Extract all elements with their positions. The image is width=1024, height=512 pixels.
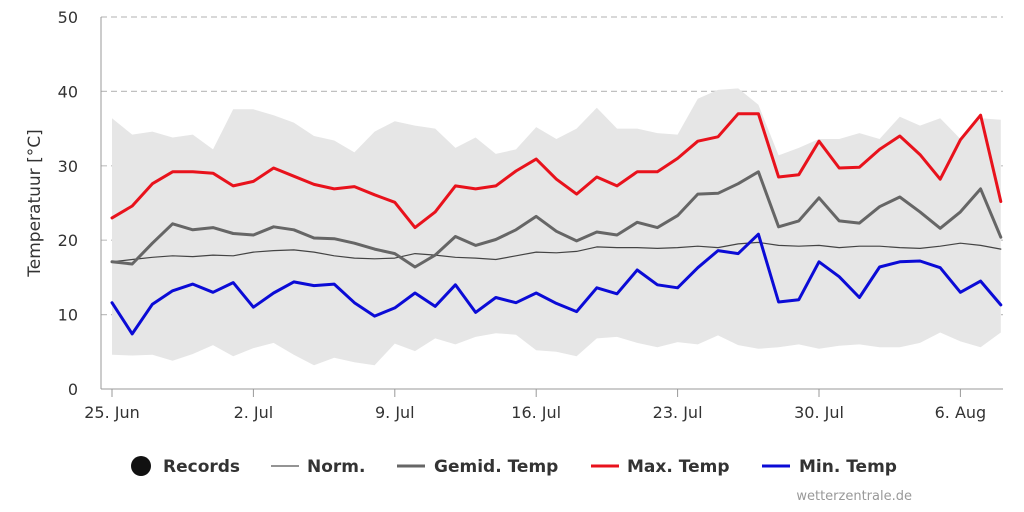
legend: Records Norm. Gemid. Temp Max. Temp Min. Tem… (131, 456, 897, 477)
legend-item-norm[interactable]: Norm. (271, 457, 365, 477)
x-tick-label: 23. Jul (653, 403, 703, 422)
series-line-gemid-temp (110, 170, 1003, 269)
series-line-norm (111, 241, 1002, 263)
legend-label: Min. Temp (799, 457, 897, 477)
legend-label: Max. Temp (627, 457, 729, 477)
y-tick-label: 0 (68, 380, 78, 399)
series-lines (110, 112, 1003, 336)
y-tick-label: 10 (58, 306, 78, 325)
records-band (112, 88, 1001, 366)
x-tick-label: 2. Jul (234, 403, 274, 422)
legend-label: Records (163, 457, 240, 477)
x-tick-label: 25. Jun (84, 403, 140, 422)
x-tick-label: 9. Jul (375, 403, 415, 422)
legend-label: Norm. (307, 457, 365, 477)
y-tick-labels: 0 10 20 30 40 50 (58, 8, 78, 399)
legend-item-max[interactable]: Max. Temp (591, 457, 729, 477)
legend-item-records[interactable]: Records (131, 456, 240, 477)
x-tick-label: 16. Jul (511, 403, 561, 422)
y-tick-label: 20 (58, 231, 78, 250)
series-line-max-temp (110, 112, 1003, 230)
x-tick-labels: 25. Jun 2. Jul 9. Jul 16. Jul 23. Jul 30. Jul… (84, 389, 986, 422)
credit-text[interactable]: wetterzentrale.de (796, 489, 912, 504)
legend-label: Gemid. Temp (434, 457, 558, 477)
legend-item-min[interactable]: Min. Temp (762, 457, 897, 477)
legend-item-avg[interactable]: Gemid. Temp (397, 457, 558, 477)
x-tick-label: 6. Aug (935, 403, 987, 422)
axes (100, 17, 1003, 390)
y-tick-label: 30 (58, 157, 78, 176)
records-marker-icon (131, 456, 151, 476)
series-line-min-temp (110, 232, 1003, 336)
y-tick-label: 40 (58, 82, 78, 101)
y-tick-label: 50 (58, 8, 78, 27)
x-tick-label: 30. Jul (794, 403, 844, 422)
y-axis-label: Temperatuur [°C] (25, 129, 45, 277)
